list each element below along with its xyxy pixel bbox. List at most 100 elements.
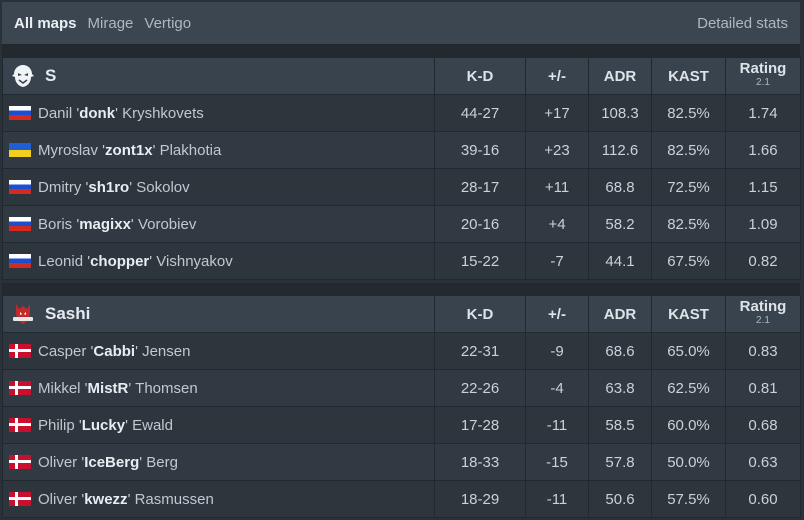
map-tabs-bar: All maps Mirage Vertigo Detailed stats [2, 2, 800, 45]
rating-cell: 1.09 [725, 205, 801, 243]
team-name-cell: Sashi [2, 295, 435, 333]
kd-cell: 18-33 [434, 443, 526, 481]
player-cell[interactable]: Boris 'magixx' Vorobiev [2, 205, 435, 243]
player-last-name: Plakhotia [159, 141, 222, 159]
kd-cell: 17-28 [434, 406, 526, 444]
kd-cell: 39-16 [434, 131, 526, 169]
kast-cell: 65.0% [651, 332, 726, 370]
plusminus-cell: -11 [525, 406, 589, 444]
player-first-name: Dmitry [38, 178, 82, 196]
adr-cell: 50.6 [588, 480, 652, 518]
player-nickname[interactable]: IceBerg [84, 453, 140, 471]
col-rating[interactable]: Rating 2.1 [725, 57, 801, 95]
col-plusminus[interactable]: +/- [525, 57, 589, 95]
plusminus-cell: -9 [525, 332, 589, 370]
team-stats-table-2: Sashi K-D +/- ADR KAST Rating 2.1 Casper… [2, 295, 801, 518]
player-nickname[interactable]: magixx [79, 215, 131, 233]
kast-cell: 67.5% [651, 242, 726, 280]
rating-cell: 0.83 [725, 332, 801, 370]
player-nickname[interactable]: Lucky [81, 416, 126, 434]
player-last-name: Berg [146, 453, 178, 471]
tab-all-maps[interactable]: All maps [14, 14, 77, 32]
flag-ru-icon [9, 216, 31, 231]
player-first-name: Leonid [38, 252, 84, 270]
player-cell[interactable]: Philip 'Lucky' Ewald [2, 406, 435, 444]
player-cell[interactable]: Casper 'Cabbi' Jensen [2, 332, 435, 370]
kast-cell: 50.0% [651, 443, 726, 481]
table-row: Dmitry 'sh1ro' Sokolov 28-17 +11 68.8 72.5% 1… [2, 168, 801, 206]
kd-cell: 44-27 [434, 94, 526, 132]
plusminus-cell: +11 [525, 168, 589, 206]
player-last-name: Kryshkovets [122, 104, 204, 122]
player-nickname[interactable]: sh1ro [88, 178, 130, 196]
kast-cell: 62.5% [651, 369, 726, 407]
player-cell[interactable]: Oliver 'IceBerg' Berg [2, 443, 435, 481]
player-last-name: Thomsen [135, 379, 198, 397]
player-nickname[interactable]: Cabbi [93, 342, 136, 360]
player-cell[interactable]: Oliver 'kwezz' Rasmussen [2, 480, 435, 518]
col-adr[interactable]: ADR [588, 57, 652, 95]
section-divider [2, 283, 800, 295]
team-name: Sashi [45, 304, 91, 323]
player-last-name: Vorobiev [137, 215, 197, 233]
rating-label: Rating [739, 60, 787, 77]
player-cell[interactable]: Dmitry 'sh1ro' Sokolov [2, 168, 435, 206]
adr-cell: 58.2 [588, 205, 652, 243]
tab-mirage[interactable]: Mirage [87, 14, 134, 32]
adr-cell: 108.3 [588, 94, 652, 132]
table-row: Mikkel 'MistR' Thomsen 22-26 -4 63.8 62.5% 0.… [2, 369, 801, 407]
rating-cell: 0.68 [725, 406, 801, 444]
plusminus-cell: -7 [525, 242, 589, 280]
player-nickname[interactable]: chopper [90, 252, 150, 270]
player-last-name: Jensen [142, 342, 191, 360]
tab-vertigo[interactable]: Vertigo [144, 14, 192, 32]
player-nickname[interactable]: donk [79, 104, 116, 122]
player-first-name: Oliver [38, 453, 78, 471]
player-nickname[interactable]: MistR [87, 379, 129, 397]
table-row: Oliver 'kwezz' Rasmussen 18-29 -11 50.6 57.5… [2, 480, 801, 518]
player-first-name: Casper [38, 342, 87, 360]
adr-cell: 68.8 [588, 168, 652, 206]
adr-cell: 44.1 [588, 242, 652, 280]
col-adr[interactable]: ADR [588, 295, 652, 333]
player-nickname[interactable]: zont1x [105, 141, 153, 159]
detailed-stats-link[interactable]: Detailed stats [697, 15, 788, 32]
table-row: Oliver 'IceBerg' Berg 18-33 -15 57.8 50.0% 0.… [2, 443, 801, 481]
flag-ua-icon [9, 142, 31, 157]
player-nickname[interactable]: kwezz [84, 490, 128, 508]
col-kd[interactable]: K-D [434, 57, 526, 95]
rating-cell: 1.66 [725, 131, 801, 169]
col-kast[interactable]: KAST [651, 57, 726, 95]
player-last-name: Ewald [132, 416, 173, 434]
team-name-cell: S [2, 57, 435, 95]
rating-label: Rating [739, 298, 787, 315]
flag-ru-icon [9, 179, 31, 194]
col-kd[interactable]: K-D [434, 295, 526, 333]
rating-cell: 0.63 [725, 443, 801, 481]
team-header-row: Sashi K-D +/- ADR KAST Rating 2.1 [2, 295, 801, 333]
flag-dk-icon [9, 417, 31, 432]
table-row: Boris 'magixx' Vorobiev 20-16 +4 58.2 82.5% 1… [2, 205, 801, 243]
kd-cell: 15-22 [434, 242, 526, 280]
team-stats-table-1: S K-D +/- ADR KAST Rating 2.1 Danil 'don… [2, 57, 801, 280]
col-kast[interactable]: KAST [651, 295, 726, 333]
flag-dk-icon [9, 454, 31, 469]
rating-version: 2.1 [756, 77, 770, 88]
kast-cell: 60.0% [651, 406, 726, 444]
player-first-name: Oliver [38, 490, 78, 508]
team-header-row: S K-D +/- ADR KAST Rating 2.1 [2, 57, 801, 95]
player-cell[interactable]: Leonid 'chopper' Vishnyakov [2, 242, 435, 280]
table-row: Myroslav 'zont1x' Plakhotia 39-16 +23 112.6… [2, 131, 801, 169]
col-plusminus[interactable]: +/- [525, 295, 589, 333]
table-row: Leonid 'chopper' Vishnyakov 15-22 -7 44.1 67… [2, 242, 801, 280]
player-cell[interactable]: Danil 'donk' Kryshkovets [2, 94, 435, 132]
table-row: Philip 'Lucky' Ewald 17-28 -11 58.5 60.0% 0.6… [2, 406, 801, 444]
player-cell[interactable]: Myroslav 'zont1x' Plakhotia [2, 131, 435, 169]
kd-cell: 28-17 [434, 168, 526, 206]
section-divider [2, 45, 800, 57]
player-cell[interactable]: Mikkel 'MistR' Thomsen [2, 369, 435, 407]
map-tabs: All maps Mirage Vertigo [2, 15, 202, 32]
table-row: Casper 'Cabbi' Jensen 22-31 -9 68.6 65.0% 0.8… [2, 332, 801, 370]
adr-cell: 58.5 [588, 406, 652, 444]
col-rating[interactable]: Rating 2.1 [725, 295, 801, 333]
